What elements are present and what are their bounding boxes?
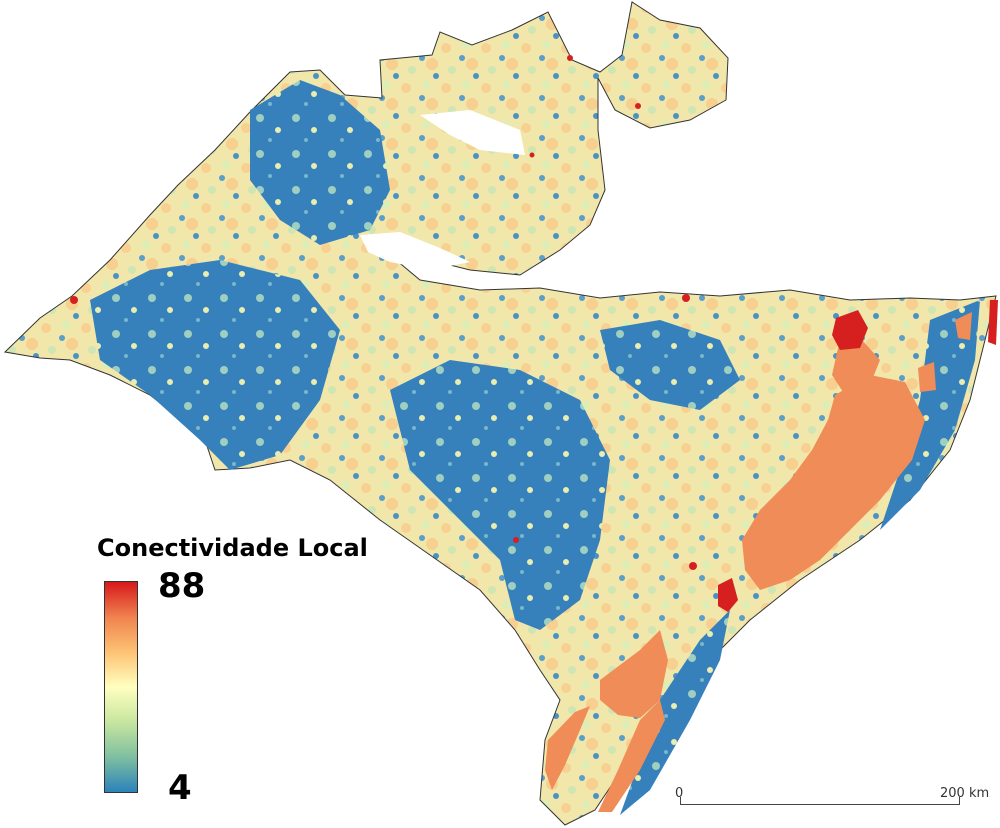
legend-min-label: 4 [168,768,192,808]
interior-gap-2 [360,232,470,270]
interior-gap [420,110,525,155]
legend-color-ramp [104,581,138,793]
blue-zone-east [600,320,740,410]
scale-bar: 0 200 km [674,784,990,824]
scale-end-label: 200 km [940,786,990,801]
scale-line [680,804,959,805]
hotspot-northeast [832,310,868,350]
hotspot-small-1 [70,296,78,304]
blue-zone-coast [880,300,980,530]
scale-tick-end [959,797,960,805]
hotspot-coast-edge [988,300,998,345]
legend-title: Conectividade Local [97,534,368,562]
legend-max-label: 88 [158,566,206,606]
hotspot-small-6 [689,562,697,570]
lagoon-northeast [955,312,972,340]
hotspot-small-3 [567,55,573,61]
hotspot-small-4 [635,103,641,109]
hotspot-small-5 [513,537,519,543]
lagoon-patos-north [832,340,880,395]
lagoon-southern-strip [545,706,590,790]
hotspot-small-7 [529,152,535,158]
lagoon-coast-strip [598,700,665,812]
hotspot-south [718,578,738,612]
lagoon-east-small [918,362,936,392]
lagoon-mirim [600,630,668,718]
hotspot-small-2 [682,294,690,302]
scale-start-label: 0 [675,786,684,801]
lagoon-patos [742,375,925,590]
blue-zone-west [90,260,340,470]
blue-zone-northwest [250,80,390,245]
blue-zone-south-coast [620,610,730,815]
scale-tick-start [680,797,681,805]
blue-zone-center [390,360,610,630]
